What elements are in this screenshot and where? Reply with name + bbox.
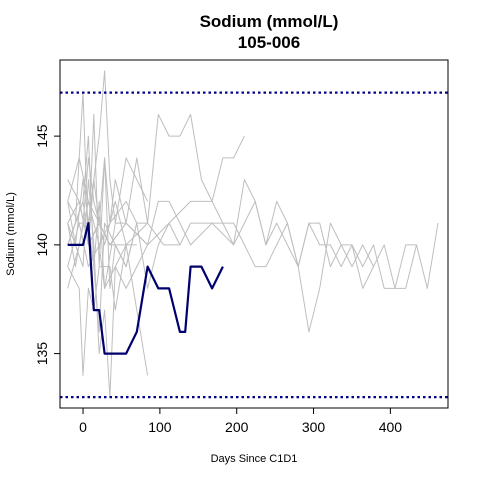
- series-line-11: [67, 157, 127, 268]
- series-line-7: [67, 244, 149, 376]
- x-axis: 0 100 200 300 400: [79, 407, 403, 435]
- y-tick-label: 135: [34, 342, 50, 366]
- chart-subtitle: 105-006: [238, 33, 300, 52]
- plot-area: [60, 70, 448, 399]
- y-axis-label: Sodium (mmol/L): [5, 192, 17, 276]
- chart-title: Sodium (mmol/L): [200, 12, 339, 31]
- x-axis-label: Days Since C1D1: [211, 453, 298, 465]
- series-line-5: [67, 70, 149, 224]
- series-line-10: [67, 157, 149, 289]
- series-line-13: [67, 157, 127, 246]
- x-tick-label: 100: [148, 419, 172, 435]
- x-tick-label: 200: [225, 419, 249, 435]
- series-line-4: [67, 113, 245, 289]
- series-line-6: [67, 92, 181, 289]
- series-line-12: [67, 222, 149, 289]
- x-tick-label: 300: [302, 419, 326, 435]
- y-tick-label: 145: [34, 124, 50, 148]
- series-line-8: [67, 179, 137, 398]
- highlight-series-line: [67, 222, 224, 355]
- x-tick-label: 0: [79, 419, 87, 435]
- x-tick-label: 400: [379, 419, 403, 435]
- y-axis: 135 140 145: [34, 124, 61, 366]
- y-tick-label: 140: [34, 233, 50, 257]
